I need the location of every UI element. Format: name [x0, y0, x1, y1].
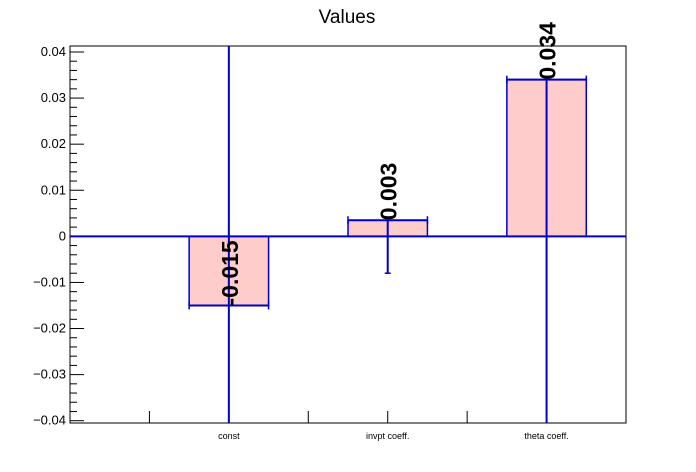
y-axis: −0.04 −0.03 −0.02 −0.01 0 0.01 0.02 0.03 0.04: [33, 44, 84, 428]
y-tick-label: −0.04: [33, 413, 66, 428]
y-tick-label: −0.01: [33, 274, 66, 289]
y-tick-label: 0.03: [41, 90, 66, 105]
data-label: 0.003: [376, 163, 402, 221]
plot-frame: [69, 45, 627, 424]
data-label: -0.015: [217, 240, 243, 305]
y-tick-label: 0: [59, 228, 66, 243]
y-tick-label: 0.04: [41, 44, 66, 59]
y-tick-label: 0.01: [41, 182, 66, 197]
x-tick-label: const: [218, 431, 240, 441]
chart-title: Values: [319, 7, 376, 28]
y-tick-label: −0.02: [33, 321, 66, 336]
x-tick-label: theta coeff.: [524, 431, 568, 441]
x-axis: const invpt coeff. theta coeff.: [148, 411, 569, 441]
data-labels: -0.015 0.003 0.034: [217, 22, 561, 306]
y-tick-label: −0.03: [33, 367, 66, 382]
data-label: 0.034: [535, 22, 561, 80]
y-tick-label: 0.02: [41, 136, 66, 151]
error-bars: [188, 46, 588, 423]
x-tick-label: invpt coeff.: [366, 431, 409, 441]
